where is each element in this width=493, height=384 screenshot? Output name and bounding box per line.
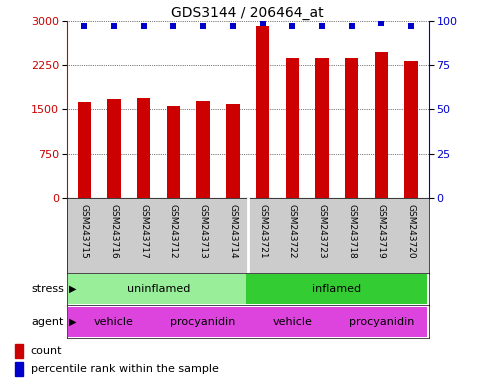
Bar [157, 306, 249, 337]
Point [259, 20, 267, 26]
Text: ▶: ▶ [69, 284, 76, 294]
Point [170, 23, 177, 30]
Text: GSM243715: GSM243715 [80, 204, 89, 258]
Point [199, 23, 207, 30]
Text: count: count [31, 346, 62, 356]
Text: stress: stress [31, 284, 64, 294]
Point [378, 20, 386, 26]
Point [348, 23, 355, 30]
Text: GSM243717: GSM243717 [140, 204, 148, 258]
Bar [15, 362, 23, 376]
Text: GSM243722: GSM243722 [288, 204, 297, 258]
Text: GSM243713: GSM243713 [199, 204, 208, 258]
Text: GSM243718: GSM243718 [347, 204, 356, 258]
Bar [137, 98, 150, 198]
Bar [285, 58, 299, 198]
Text: agent: agent [32, 316, 64, 327]
Bar [78, 103, 91, 198]
Point [80, 23, 88, 30]
Bar [345, 58, 358, 198]
Point [407, 23, 415, 30]
Text: GSM243720: GSM243720 [407, 204, 416, 258]
Text: vehicle: vehicle [272, 316, 312, 327]
Bar [197, 101, 210, 198]
Title: GDS3144 / 206464_at: GDS3144 / 206464_at [172, 6, 324, 20]
Bar [15, 344, 23, 358]
Text: procyanidin: procyanidin [171, 316, 236, 327]
Text: GSM243712: GSM243712 [169, 204, 178, 258]
Bar [335, 306, 427, 337]
Bar [107, 99, 121, 198]
Point [318, 23, 326, 30]
Bar [167, 106, 180, 198]
Bar [375, 52, 388, 198]
Text: percentile rank within the sample: percentile rank within the sample [31, 364, 218, 374]
Text: uninflamed: uninflamed [127, 284, 190, 294]
Point [229, 23, 237, 30]
Text: GSM243721: GSM243721 [258, 204, 267, 258]
Bar [316, 58, 329, 198]
Bar [68, 306, 160, 337]
Bar [404, 61, 418, 198]
Bar [256, 26, 269, 198]
Text: GSM243719: GSM243719 [377, 204, 386, 258]
Text: ▶: ▶ [69, 316, 76, 327]
Point [110, 23, 118, 30]
Text: GSM243723: GSM243723 [317, 204, 326, 258]
Bar [246, 306, 338, 337]
Text: inflamed: inflamed [312, 284, 361, 294]
Text: procyanidin: procyanidin [349, 316, 414, 327]
Bar [246, 274, 427, 304]
Text: vehicle: vehicle [94, 316, 134, 327]
Text: GSM243716: GSM243716 [109, 204, 119, 258]
Point [140, 23, 148, 30]
Point [288, 23, 296, 30]
Text: GSM243714: GSM243714 [228, 204, 238, 258]
Bar [226, 104, 240, 198]
Bar [68, 274, 249, 304]
